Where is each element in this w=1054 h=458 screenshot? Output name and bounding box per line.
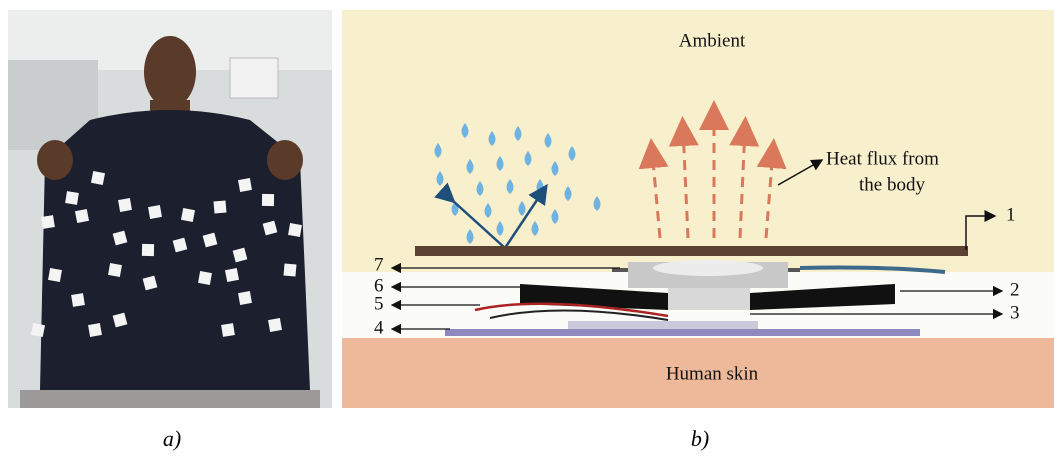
heat-flux-label: the body [859, 174, 925, 195]
diagram: Ambient Heat flux from the body [342, 10, 1054, 408]
sensor-pad [181, 208, 195, 222]
sensor-pad [41, 215, 55, 229]
sensor-pad [31, 323, 45, 337]
sensor-pad [221, 323, 235, 337]
sensor-pad [268, 318, 282, 332]
layer-label: 7 [374, 254, 384, 275]
sensor-pad [108, 263, 122, 277]
sensor-pad [91, 171, 105, 185]
sensor-pad [65, 191, 79, 205]
sensor-pad [71, 293, 85, 307]
sensor-pad [238, 178, 252, 192]
layer-label: 2 [1010, 279, 1020, 300]
skin-label: Human skin [666, 363, 759, 384]
sensor-pad [262, 194, 274, 206]
layer-label: 5 [374, 293, 384, 314]
sensor-pad [142, 244, 154, 256]
sensor-pad [213, 200, 226, 213]
sensor-pad [288, 223, 302, 237]
caption: a) [163, 426, 181, 451]
figure: a) Ambient Heat flux from the body [0, 0, 1054, 458]
photo [8, 10, 332, 408]
ambient-label: Ambient [679, 30, 746, 51]
caption: b) [691, 426, 709, 451]
layer-label: 3 [1010, 302, 1020, 323]
sensor-pad [48, 268, 62, 282]
sensor-pad [198, 271, 212, 285]
sensor-pad [118, 198, 132, 212]
sensor-pad [88, 323, 102, 337]
layer-label: 4 [374, 317, 384, 338]
heat-flux-label: Heat flux from [826, 148, 939, 169]
sensor-pad [283, 263, 296, 276]
layer-label: 6 [374, 275, 384, 296]
sensor-pad [148, 205, 162, 219]
sensor-pad [75, 209, 89, 223]
sensor-pad [225, 268, 239, 282]
layer-label: 1 [1006, 204, 1016, 225]
sensor-pad [238, 291, 252, 305]
